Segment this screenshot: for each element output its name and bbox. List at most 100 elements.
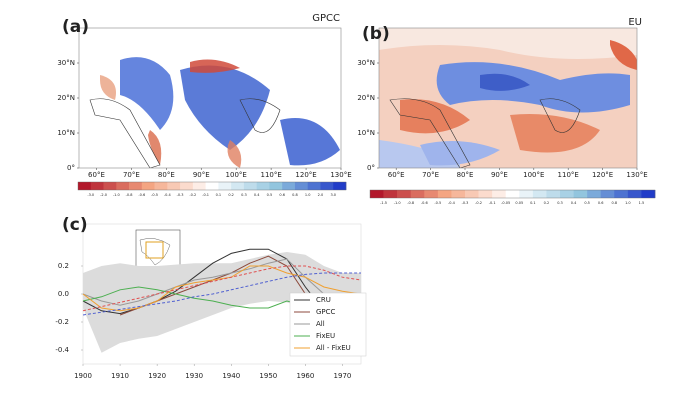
x-tick-label: 90°E [193,171,210,179]
colorbar-label: -0.6 [138,193,145,197]
panel-title: GPCC [312,13,340,24]
legend-label: All - FixEU [316,344,351,352]
colorbar-label: 0.4 [571,201,577,205]
colorbar-label: -0.3 [462,201,469,205]
colorbar-label: -0.5 [434,201,441,205]
x-tick-label: 60°E [388,171,405,179]
colorbar-label: -0.2 [189,193,196,197]
y-tick-label: 20°N [357,94,375,102]
legend-label: CRU [316,296,331,304]
colorbar-swatch [141,182,155,190]
colorbar-frame [369,189,656,199]
colorbar-swatch [587,190,602,198]
colorbar-label: -0.4 [164,193,172,197]
colorbar-label: -3.0 [87,193,94,197]
series-line [82,258,362,306]
y-tick-label: 30°N [357,59,375,67]
colorbar-swatch [192,182,206,190]
colorbar-swatch [424,190,439,198]
x-tick-label: 80°E [457,171,474,179]
colorbar-swatch [218,182,232,190]
colorbar-swatch [614,190,629,198]
colorbar-swatch [492,190,507,198]
y-tick-label: 0.2 [58,262,69,270]
chart-layer: 60°E 70°E 80°E 90°E 100°E 110°E 120°E 130°E 0° 10… [55,13,656,380]
colorbar-label: 0.8 [611,201,617,205]
colorbar-swatch [560,190,574,198]
x-tick-label: 70°E [123,171,140,179]
colorbar-swatch [154,182,168,190]
colorbar-label: 0.6 [598,201,604,205]
x-tick-label: 1930 [185,372,203,380]
y-tick-label: 10°N [57,129,75,137]
y-tick-label: 10°N [357,129,375,137]
colorbar-label: -0.8 [126,193,133,197]
y-tick-label: 0° [67,164,75,172]
x-tick-label: 1940 [222,372,240,380]
colorbar-label: -0.05 [501,201,510,205]
x-tick-label: 80°E [158,171,175,179]
colorbar-swatch [532,190,547,198]
colorbar-label: 0.6 [279,193,285,197]
colorbar-swatch [370,190,384,198]
colorbar-swatch [294,182,309,190]
x-tick-label: 110°E [558,171,579,179]
colorbar-swatch [269,182,283,190]
colorbar-swatch [333,182,347,190]
x-tick-label: 120°E [295,171,316,179]
map-field [379,28,637,168]
colorbar-label: 3.0 [330,193,336,197]
colorbar-label: 0.2 [228,193,234,197]
colorbar-swatch [465,190,479,198]
x-tick-label: 90°E [491,171,508,179]
colorbar-label: 0.2 [544,201,550,205]
x-tick-label: 1970 [334,372,352,380]
legend-label: All [316,320,325,328]
colorbar-label: 0.5 [584,201,590,205]
x-tick-label: 120°E [592,171,613,179]
series-line [82,265,362,312]
colorbar-label: 1.0 [305,193,311,197]
colorbar-label: 0.3 [557,201,563,205]
x-tick-label: 100°E [226,171,247,179]
colorbar-label: -1.0 [113,193,120,197]
colorbar-frame [77,181,347,191]
y-tick-label: 30°N [57,59,75,67]
colorbar-label: 2.0 [318,193,324,197]
colorbar-swatch [519,190,534,198]
panel-label: (b) [362,24,390,44]
colorbar-label: -1.0 [394,201,401,205]
y-tick-label: 0° [367,164,375,172]
colorbar-swatch [103,182,117,190]
colorbar-label: 0.3 [241,193,247,197]
x-tick-label: 70°E [422,171,439,179]
colorbar-label: -0.8 [407,201,414,205]
x-tick-label: 1900 [74,372,92,380]
series-line [82,265,362,312]
series-line [82,272,361,316]
colorbar-label: -1.5 [380,201,387,205]
colorbar-label: -0.5 [151,193,158,197]
colorbar-swatch [397,190,412,198]
colorbar-swatch [129,182,143,190]
legend-label: FixEU [316,332,335,340]
colorbar-label: -0.4 [448,201,456,205]
colorbar-swatch [410,190,425,198]
colorbar-swatch [231,182,245,190]
panel-label: (a) [62,17,89,37]
colorbar-swatch [641,190,656,198]
colorbar-swatch [243,182,257,190]
colorbar-swatch [478,190,493,198]
x-tick-label: 1950 [259,372,277,380]
colorbar-swatch [116,182,130,190]
panel-label: (c) [62,215,88,235]
colorbar-swatch [320,182,334,190]
colorbar-swatch [78,182,92,190]
y-tick-label: -0.4 [55,346,69,354]
colorbar-label: -0.3 [177,193,184,197]
colorbar-swatch [437,190,452,198]
colorbar-swatch [383,190,398,198]
colorbar-swatch [600,190,615,198]
colorbar-swatch [256,182,270,190]
